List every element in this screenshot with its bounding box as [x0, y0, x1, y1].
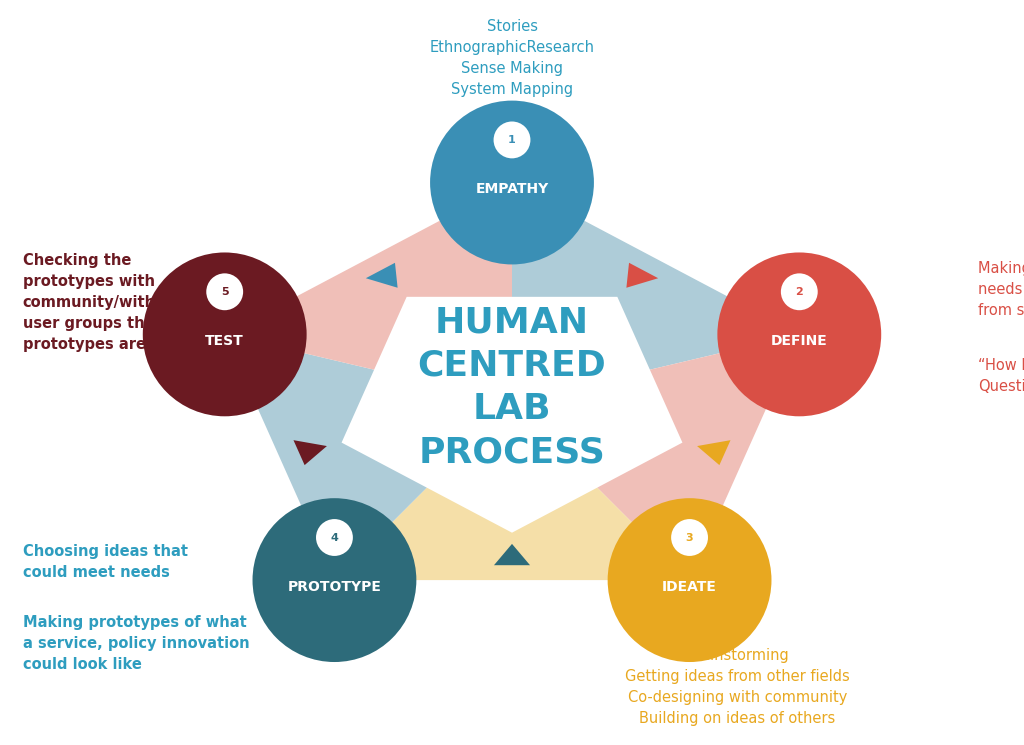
Text: TEST: TEST [206, 334, 244, 348]
Text: EMPATHY: EMPATHY [475, 182, 549, 196]
Text: Checking the
prototypes with
community/with
user groups the
prototypes are for: Checking the prototypes with community/w… [23, 253, 174, 352]
Ellipse shape [316, 519, 353, 556]
Text: 2: 2 [796, 287, 803, 297]
Polygon shape [342, 297, 682, 533]
Polygon shape [512, 183, 800, 402]
Text: 4: 4 [331, 533, 338, 542]
Text: 3: 3 [686, 533, 693, 542]
Text: IDEATE: IDEATE [663, 580, 717, 594]
Text: Making prototypes of what
a service, policy innovation
could look like: Making prototypes of what a service, pol… [23, 615, 249, 672]
Text: PROTOTYPE: PROTOTYPE [288, 580, 381, 594]
Ellipse shape [142, 253, 306, 416]
Text: 1: 1 [508, 135, 516, 145]
Text: Brainstorming
Getting ideas from other fields
Co-designing with community
Buildi: Brainstorming Getting ideas from other f… [625, 648, 850, 726]
Ellipse shape [607, 498, 771, 662]
Ellipse shape [430, 101, 594, 264]
Ellipse shape [206, 273, 243, 310]
Polygon shape [224, 183, 512, 402]
Ellipse shape [781, 273, 818, 310]
Polygon shape [335, 402, 689, 580]
Polygon shape [697, 440, 730, 465]
Polygon shape [627, 263, 658, 288]
Text: “How Might We”
Questions: “How Might We” Questions [978, 358, 1024, 393]
Ellipse shape [253, 498, 417, 662]
Polygon shape [294, 440, 327, 465]
Polygon shape [494, 544, 530, 565]
Ellipse shape [671, 519, 708, 556]
Text: Stories
EthnographicResearch
Sense Making
System Mapping: Stories EthnographicResearch Sense Makin… [429, 19, 595, 97]
Text: 5: 5 [221, 287, 228, 297]
Ellipse shape [718, 253, 882, 416]
Polygon shape [512, 335, 800, 580]
Text: Choosing ideas that
could meet needs: Choosing ideas that could meet needs [23, 544, 187, 580]
Text: HUMAN
CENTRED
LAB
PROCESS: HUMAN CENTRED LAB PROCESS [418, 305, 606, 469]
Ellipse shape [494, 121, 530, 159]
Polygon shape [366, 263, 397, 288]
Text: Making sense of
needs and insights
from stories: Making sense of needs and insights from … [978, 261, 1024, 318]
Polygon shape [224, 335, 512, 580]
Text: DEFINE: DEFINE [771, 334, 827, 348]
